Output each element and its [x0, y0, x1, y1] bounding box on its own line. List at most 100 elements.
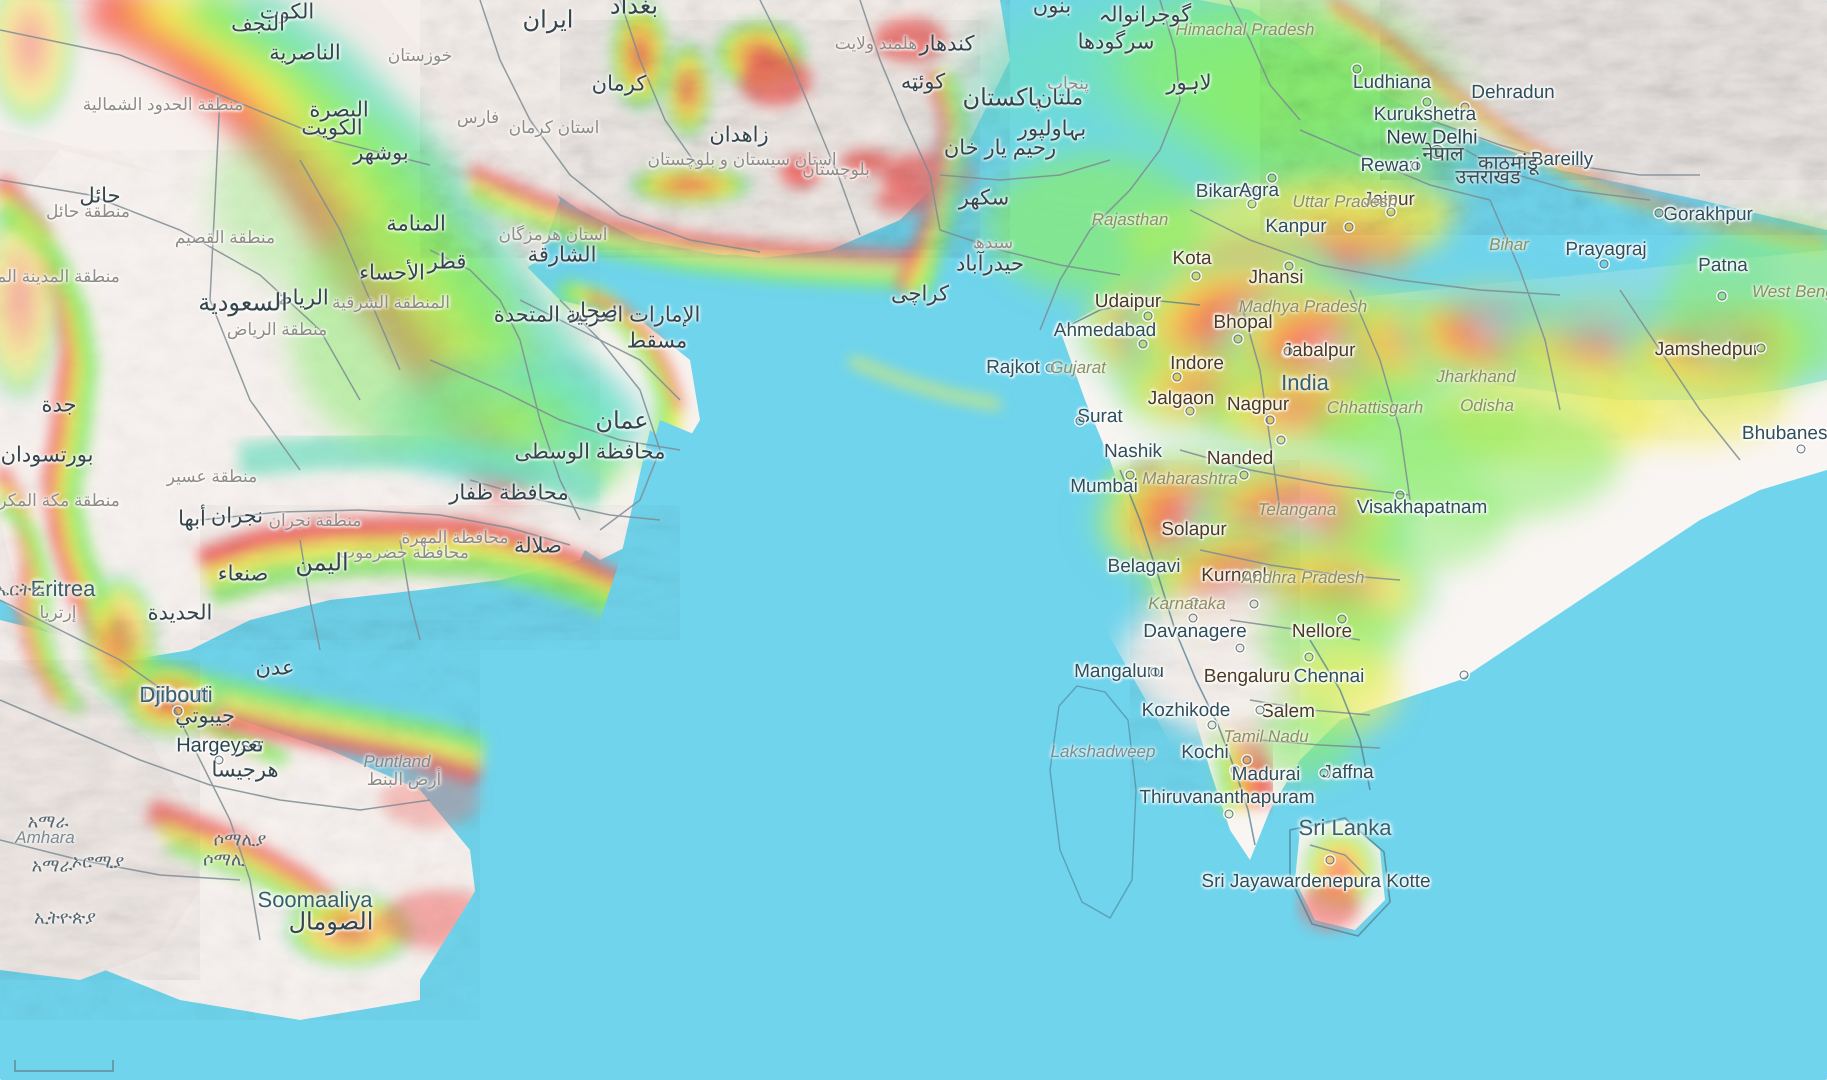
city-marker[interactable]	[1150, 667, 1160, 677]
city-marker[interactable]	[1172, 372, 1182, 382]
arabic-label-59: جدة	[41, 393, 77, 417]
region-label-madhya-pradesh: Madhya Pradesh	[1238, 297, 1368, 316]
city-marker[interactable]	[1267, 173, 1277, 183]
city-marker[interactable]	[1352, 64, 1362, 74]
city-marker[interactable]	[1242, 755, 1252, 765]
city-marker[interactable]	[1125, 470, 1135, 480]
city-marker[interactable]	[1459, 670, 1469, 680]
city-marker[interactable]	[1045, 363, 1055, 373]
ethiopic-label-3: አማራ	[31, 855, 73, 876]
city-marker[interactable]	[1654, 208, 1664, 218]
arabic-label-57: أبها	[178, 507, 206, 531]
arabic-label-12: زاهدان	[709, 123, 769, 147]
city-label-djibouti: Djibouti	[142, 683, 210, 706]
city-marker[interactable]	[1304, 652, 1314, 662]
city-marker[interactable]	[1247, 199, 1257, 209]
city-label-sri-jayawardenepura-kotte: Sri Jayawardenepura Kotte	[1201, 871, 1431, 892]
city-marker[interactable]	[1185, 406, 1195, 416]
city-marker[interactable]	[1207, 720, 1217, 730]
arabic-label-38: الأحساء	[359, 261, 425, 285]
region-label-tamil-nadu: Tamil Nadu	[1223, 727, 1309, 746]
arabic-label-9: فارس	[456, 108, 500, 127]
city-marker[interactable]	[173, 706, 183, 716]
ethiopic-label-0: ኤርትራ	[0, 579, 45, 600]
city-label-udaipur: Udaipur	[1094, 291, 1162, 312]
coastline	[1059, 299, 1391, 937]
region-label-gujarat: Gujarat	[1050, 358, 1106, 377]
arabic-label-70: الصومال	[288, 908, 374, 936]
city-marker[interactable]	[214, 755, 224, 765]
arabic-label-46: مسقط	[626, 329, 688, 353]
city-label-chennai: Chennai	[1293, 666, 1365, 687]
city-marker[interactable]	[1717, 291, 1727, 301]
city-marker[interactable]	[1230, 765, 1240, 775]
region-label-uttar-pradesh: Uttar Pradesh	[1292, 192, 1398, 211]
arabic-label-17: کوئټه	[900, 70, 946, 94]
city-marker[interactable]	[1189, 597, 1199, 607]
arabic-label-58: منطقة عسير	[166, 467, 258, 486]
city-label-jaffna: Jaffna	[1322, 762, 1374, 783]
arabic-label-36: المنامة	[386, 212, 446, 236]
arabic-label-30: حیدرآباد	[956, 252, 1024, 276]
city-marker[interactable]	[1224, 809, 1234, 819]
city-label-jalgaon: Jalgaon	[1147, 388, 1215, 409]
city-marker[interactable]	[1796, 444, 1806, 454]
city-marker[interactable]	[1138, 339, 1148, 349]
city-marker[interactable]	[1283, 346, 1293, 356]
region-label-telangana: Telangana	[1257, 500, 1337, 519]
city-marker[interactable]	[1599, 259, 1609, 269]
city-marker[interactable]	[1265, 415, 1275, 425]
arabic-label-5: الكويت	[301, 116, 363, 140]
city-label-madurai: Madurai	[1231, 764, 1301, 785]
city-marker[interactable]	[1756, 343, 1766, 353]
capital-marker[interactable]	[1430, 145, 1444, 159]
country-label-sri-lanka: Sri Lanka	[1298, 815, 1392, 840]
city-marker[interactable]	[1249, 599, 1259, 609]
arabic-label-62: الحديدة	[147, 601, 213, 625]
city-marker[interactable]	[1422, 97, 1432, 107]
city-marker[interactable]	[1411, 161, 1421, 171]
country-label-soomaaliya: Soomaaliya	[257, 887, 373, 912]
city-marker[interactable]	[1075, 416, 1085, 426]
city-label-kozhikode: Kozhikode	[1141, 700, 1231, 721]
city-marker[interactable]	[1188, 613, 1198, 623]
city-label-solapur: Solapur	[1161, 519, 1227, 540]
arabic-label-65: بورتسودان	[0, 443, 94, 467]
city-marker[interactable]	[1284, 261, 1294, 271]
arabic-label-23: لاہور	[1166, 71, 1212, 95]
arabic-label-29: سندھ	[972, 233, 1014, 252]
city-label-bareilly: Bareilly	[1530, 149, 1594, 170]
city-marker[interactable]	[1319, 768, 1329, 778]
ethiopic-label-4: ሶማሊ	[203, 849, 245, 870]
city-marker[interactable]	[1325, 855, 1335, 865]
city-marker[interactable]	[1515, 155, 1525, 165]
arabic-label-22: سرگودھا	[1077, 30, 1155, 54]
city-marker[interactable]	[1337, 614, 1347, 624]
region-label-chhattisgarh: Chhattisgarh	[1326, 398, 1424, 417]
city-marker[interactable]	[1239, 470, 1249, 480]
city-marker[interactable]	[1460, 102, 1470, 112]
region-label-bihar: Bihar	[1489, 235, 1529, 254]
region-label-puntland: Puntland	[363, 752, 431, 771]
city-marker[interactable]	[1276, 435, 1286, 445]
city-marker[interactable]	[1344, 222, 1354, 232]
arabic-label-21: گوجرانوالہ	[1098, 3, 1192, 27]
city-marker[interactable]	[1143, 311, 1153, 321]
city-label-belagavi: Belagavi	[1107, 556, 1181, 577]
city-marker[interactable]	[1233, 334, 1243, 344]
arabic-label-54: صنعاء	[217, 562, 269, 586]
city-label-nellore: Nellore	[1291, 621, 1353, 642]
arabic-label-37: قطر	[427, 250, 467, 274]
city-marker[interactable]	[1386, 207, 1396, 217]
devanagari-label-1: काठमांडू	[1478, 152, 1538, 175]
region-label-west-bengal: West Bengal	[1751, 282, 1827, 301]
arabic-label-15: هلمند ولایت	[834, 34, 918, 53]
city-marker[interactable]	[1191, 271, 1201, 281]
city-label-nanded: Nanded	[1206, 448, 1274, 469]
city-marker[interactable]	[1235, 643, 1245, 653]
city-marker[interactable]	[1255, 705, 1265, 715]
arabic-label-64: عدن	[255, 656, 295, 680]
city-marker[interactable]	[1395, 490, 1405, 500]
